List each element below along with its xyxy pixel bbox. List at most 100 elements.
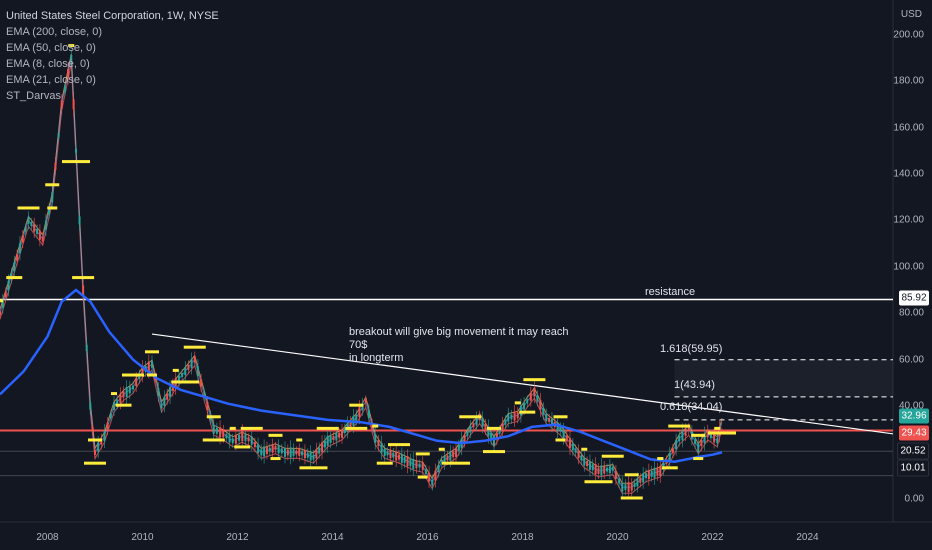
candle bbox=[4, 292, 7, 298]
candle bbox=[206, 402, 209, 410]
candle bbox=[597, 467, 600, 474]
price-tick-label: 60.00 bbox=[898, 354, 924, 366]
candle bbox=[449, 451, 452, 461]
candle bbox=[16, 254, 19, 261]
candle bbox=[257, 444, 260, 454]
candle bbox=[265, 447, 268, 455]
candle bbox=[536, 395, 539, 402]
indicator-darvas[interactable]: ST_Darvas bbox=[6, 90, 62, 102]
indicator-ema200[interactable]: EMA (200, close, 0) bbox=[6, 26, 102, 38]
candle bbox=[542, 407, 545, 415]
candle bbox=[606, 467, 609, 472]
candle bbox=[200, 379, 203, 387]
descending-trendline bbox=[151, 333, 894, 435]
candle bbox=[431, 479, 434, 486]
candle bbox=[526, 399, 529, 404]
candle bbox=[403, 456, 406, 463]
candle bbox=[33, 223, 36, 232]
darvas-box-bottom bbox=[417, 475, 428, 479]
candle bbox=[484, 423, 487, 430]
candle bbox=[367, 409, 370, 418]
breakout-note-line2: in longterm bbox=[349, 352, 404, 364]
candle bbox=[412, 459, 415, 469]
candle bbox=[611, 466, 614, 471]
indicator-ema21[interactable]: EMA (21, close, 0) bbox=[6, 74, 96, 86]
candle bbox=[523, 402, 526, 410]
candle bbox=[374, 433, 377, 443]
candle bbox=[106, 422, 109, 430]
candle bbox=[469, 425, 472, 433]
candle bbox=[498, 429, 501, 434]
series-layer bbox=[0, 50, 723, 500]
darvas-box-bottom bbox=[234, 445, 251, 449]
candle bbox=[341, 429, 343, 438]
candle bbox=[151, 360, 153, 368]
indicator-ema50[interactable]: EMA (50, close, 0) bbox=[6, 42, 96, 54]
price-tick-label: 140.00 bbox=[893, 168, 924, 180]
candle bbox=[647, 470, 650, 480]
darvas-box-top bbox=[45, 183, 60, 187]
darvas-box-top bbox=[523, 378, 546, 382]
candle bbox=[421, 462, 424, 471]
candle bbox=[406, 456, 409, 467]
candle bbox=[618, 478, 621, 484]
candle bbox=[30, 222, 33, 227]
candle bbox=[147, 361, 150, 372]
time-tick-label: 2014 bbox=[321, 532, 344, 543]
candle bbox=[109, 414, 112, 419]
darvas-box-bottom bbox=[299, 466, 328, 470]
candle bbox=[580, 455, 583, 461]
candle bbox=[263, 446, 266, 457]
candle bbox=[326, 435, 329, 446]
candle bbox=[298, 448, 301, 456]
candle bbox=[82, 285, 85, 295]
candle bbox=[395, 451, 398, 461]
darvas-box-top bbox=[17, 206, 40, 210]
candle bbox=[600, 465, 603, 476]
candle bbox=[228, 434, 231, 443]
candle bbox=[18, 243, 21, 254]
candle bbox=[545, 414, 548, 422]
candle bbox=[128, 386, 131, 394]
candle bbox=[659, 465, 662, 476]
indicator-ema8[interactable]: EMA (8, close, 0) bbox=[6, 58, 90, 70]
candle bbox=[636, 478, 639, 487]
candle bbox=[0, 311, 1, 316]
candle bbox=[687, 427, 690, 432]
candle bbox=[550, 418, 553, 427]
candle bbox=[559, 426, 562, 432]
candle bbox=[650, 470, 653, 477]
chart-legend: United States Steel Corporation, 1W, NYS… bbox=[6, 8, 219, 104]
candle bbox=[166, 393, 169, 400]
candle bbox=[642, 473, 645, 483]
darvas-box-top bbox=[714, 426, 721, 430]
darvas-box-top bbox=[296, 438, 303, 442]
symbol-title[interactable]: United States Steel Corporation, 1W, NYS… bbox=[6, 10, 219, 22]
candle bbox=[306, 452, 309, 458]
candle bbox=[212, 424, 215, 434]
candle bbox=[349, 421, 352, 428]
candle bbox=[338, 432, 341, 438]
candle bbox=[392, 452, 395, 458]
candle bbox=[225, 434, 228, 439]
candle bbox=[41, 236, 44, 242]
candle bbox=[608, 465, 611, 474]
candle bbox=[656, 468, 659, 476]
candle bbox=[574, 448, 577, 453]
price-tick-label: 120.00 bbox=[893, 214, 924, 226]
candle bbox=[487, 426, 490, 437]
candle bbox=[713, 434, 716, 443]
candle bbox=[72, 99, 75, 110]
candle bbox=[633, 482, 636, 487]
candle bbox=[268, 447, 271, 452]
darvas-box-bottom bbox=[376, 461, 393, 465]
candle bbox=[386, 451, 389, 456]
candle bbox=[289, 447, 292, 458]
darvas-box-bottom bbox=[442, 461, 470, 465]
fib-zone bbox=[674, 359, 893, 397]
candle bbox=[539, 399, 542, 410]
candle bbox=[703, 433, 706, 444]
candle bbox=[603, 466, 606, 474]
fib-1618-label: 1.618(59.95) bbox=[660, 343, 723, 355]
